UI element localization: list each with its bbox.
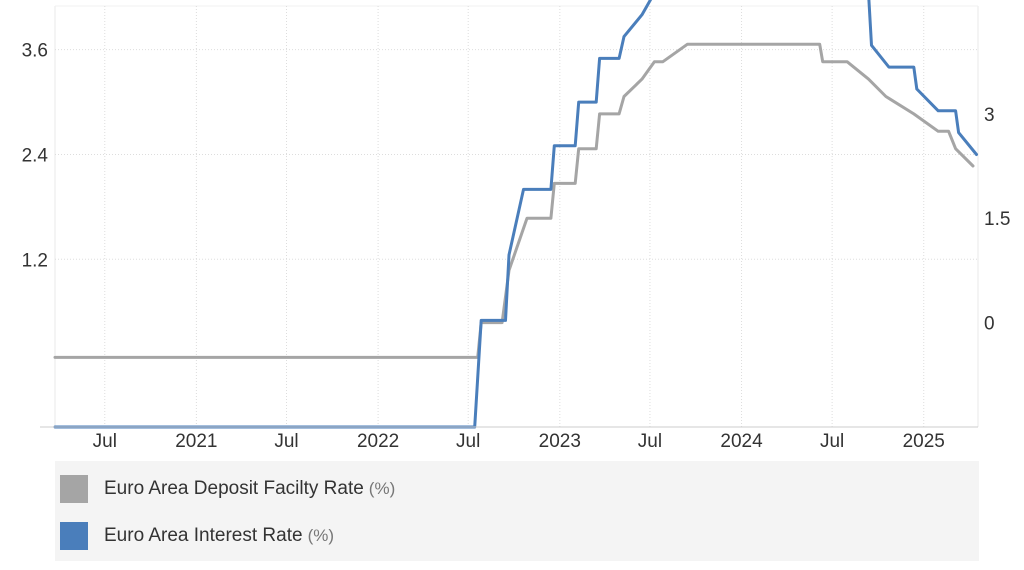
x-tick-label: Jul <box>638 431 662 452</box>
right-y-tick-label: 0 <box>984 314 995 335</box>
legend: Euro Area Deposit Facilty Rate (%) Euro … <box>55 461 979 561</box>
x-tick-label: 2025 <box>903 431 945 452</box>
line-chart: Jul 2021 Jul 2022 Jul 2023 Jul 2024 Jul 2025 1.2 2.… <box>22 0 1011 452</box>
legend-swatch-deposit-rate <box>60 475 88 503</box>
x-tick-label: Jul <box>274 431 298 452</box>
chart-area: Jul 2021 Jul 2022 Jul 2023 Jul 2024 Jul 2025 1.2 2.… <box>22 0 1011 452</box>
legend-label-deposit-rate: Euro Area Deposit Facilty Rate <box>104 478 364 499</box>
x-tick-label: 2024 <box>720 431 763 452</box>
axes: Jul 2021 Jul 2022 Jul 2023 Jul 2024 Jul 2025 1.2 2.… <box>22 41 1011 452</box>
x-tick-label: 2021 <box>175 431 217 452</box>
legend-item-interest-rate[interactable]: Euro Area Interest Rate (%) <box>60 521 334 551</box>
series-line-deposit-rate <box>53 42 975 359</box>
left-y-tick-label: 3.6 <box>22 41 48 62</box>
legend-label-interest-rate: Euro Area Interest Rate <box>104 525 303 546</box>
left-y-tick-label: 2.4 <box>22 145 49 166</box>
right-y-tick-label: 1.5 <box>984 209 1010 230</box>
x-tick-label: Jul <box>93 431 117 452</box>
legend-unit-interest-rate: (%) <box>307 526 335 545</box>
right-y-tick-label: 3 <box>984 105 995 126</box>
x-tick-label: Jul <box>820 431 844 452</box>
left-y-tick-label: 1.2 <box>22 250 48 271</box>
x-tick-label: 2022 <box>357 431 399 452</box>
grid <box>54 5 979 427</box>
legend-item-deposit-rate[interactable]: Euro Area Deposit Facilty Rate (%) <box>60 474 395 504</box>
series-lines <box>53 0 978 429</box>
legend-unit-deposit-rate: (%) <box>368 479 396 498</box>
x-tick-label: 2023 <box>539 431 581 452</box>
x-tick-label: Jul <box>456 431 480 452</box>
series-line-interest-rate <box>53 0 978 429</box>
legend-swatch-interest-rate <box>60 522 88 550</box>
